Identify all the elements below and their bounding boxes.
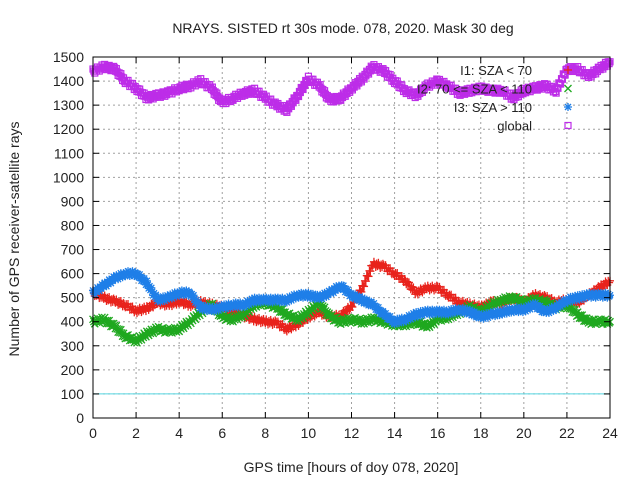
data-point	[310, 312, 319, 321]
x-tick-label: 22	[559, 425, 575, 441]
series-layer	[89, 58, 614, 347]
data-point	[401, 276, 410, 285]
y-tick-label: 0	[76, 410, 84, 426]
y-axis-label: Number of GPS receiver-satellite rays	[6, 122, 22, 357]
x-tick-label: 8	[261, 425, 269, 441]
data-point	[360, 282, 369, 291]
x-tick-label: 12	[344, 425, 360, 441]
data-point	[361, 277, 370, 286]
x-axis-ticks: 0 2 4 6 8 10 12 14 16 18 20 22 24	[89, 57, 618, 441]
data-point	[348, 302, 357, 311]
y-tick-label: 900	[61, 193, 85, 209]
x-tick-label: 4	[175, 425, 183, 441]
grid-lines	[93, 57, 610, 418]
y-tick-label: 600	[61, 266, 85, 282]
data-point	[405, 281, 414, 290]
legend-label: global	[497, 119, 532, 134]
y-tick-label: 300	[61, 338, 85, 354]
legend-marker	[564, 121, 572, 130]
data-point	[413, 290, 422, 299]
y-tick-label: 800	[61, 217, 85, 233]
data-point	[366, 267, 375, 276]
data-point	[418, 288, 427, 297]
x-tick-label: 16	[430, 425, 446, 441]
data-point	[605, 278, 614, 287]
series-3	[89, 267, 614, 329]
data-point	[287, 325, 296, 334]
legend-label: I2: 70 <= SZA < 110	[417, 82, 532, 97]
legend-label: I3: SZA > 110	[454, 100, 532, 115]
x-tick-label: 0	[89, 425, 97, 441]
data-point	[364, 272, 373, 281]
y-tick-label: 1000	[53, 169, 84, 185]
legend-marker	[564, 84, 572, 93]
data-point	[407, 282, 416, 291]
y-tick-label: 700	[61, 242, 85, 258]
x-tick-label: 10	[301, 425, 317, 441]
x-tick-label: 20	[516, 425, 532, 441]
y-tick-label: 1300	[53, 97, 84, 113]
legend-marker	[564, 103, 572, 111]
chart-title: NRAYS. SISTED rt 30s mode. 078, 2020. Ma…	[172, 20, 513, 36]
y-tick-label: 500	[61, 290, 85, 306]
y-tick-label: 400	[61, 314, 85, 330]
y-tick-label: 1400	[53, 73, 84, 89]
legend-label: I1: SZA < 70	[460, 63, 532, 78]
data-point	[404, 278, 413, 287]
data-point	[167, 302, 176, 311]
legend: I1: SZA < 70 I2: 70 <= SZA < 110 I3: SZA >…	[417, 63, 572, 134]
data-point	[282, 327, 291, 336]
y-tick-label: 1200	[53, 121, 84, 137]
data-point	[403, 277, 412, 286]
x-tick-label: 24	[602, 425, 618, 441]
x-tick-label: 18	[473, 425, 489, 441]
y-tick-label: 1100	[54, 145, 84, 161]
y-tick-label: 1500	[53, 49, 84, 65]
x-tick-label: 14	[387, 425, 403, 441]
y-tick-label: 200	[61, 362, 85, 378]
y-tick-label: 100	[61, 386, 85, 402]
x-tick-label: 6	[218, 425, 226, 441]
x-axis-label: GPS time [hours of doy 078, 2020]	[244, 459, 459, 475]
x-tick-label: 2	[132, 425, 140, 441]
